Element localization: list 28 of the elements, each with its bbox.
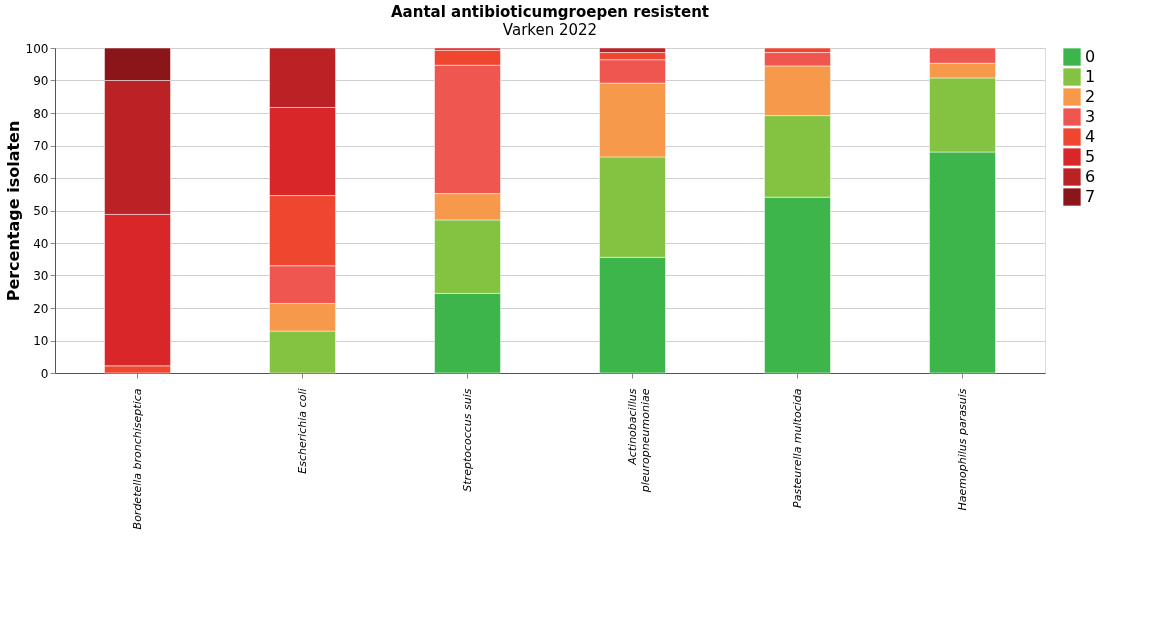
y-tick-label: 30 bbox=[33, 269, 49, 283]
y-axis-title: Percentage isolaten bbox=[3, 120, 23, 302]
x-tick-label: Streptococcus suis bbox=[460, 388, 474, 492]
y-tick-label: 50 bbox=[33, 204, 49, 218]
legend-label: 4 bbox=[1085, 127, 1096, 146]
x-tick-label: Escherichia coli bbox=[295, 388, 309, 474]
x-tick-label: Bordetella bronchiseptica bbox=[130, 388, 144, 530]
chart-subtitle: Varken 2022 bbox=[502, 21, 598, 39]
y-tick-label: 80 bbox=[33, 106, 49, 121]
y-tick-label: 90 bbox=[33, 74, 49, 88]
legend-label: 2 bbox=[1085, 87, 1096, 106]
y-tick-label: 100 bbox=[25, 41, 49, 56]
x-tick-label: Actinobacillus pleuropneumoniae bbox=[625, 388, 652, 494]
y-tick-label: 70 bbox=[33, 139, 49, 153]
legend-label: 5 bbox=[1085, 147, 1096, 166]
x-tick-label: Haemophilus parasuis bbox=[955, 388, 969, 511]
legend-label: 7 bbox=[1085, 187, 1096, 206]
chart-title: Aantal antibioticumgroepen resistent bbox=[390, 3, 710, 21]
y-tick-label: 0 bbox=[40, 366, 49, 381]
legend-label: 0 bbox=[1085, 47, 1096, 66]
y-tick-label: 10 bbox=[33, 334, 49, 348]
y-tick-label: 40 bbox=[33, 236, 49, 251]
legend-label: 6 bbox=[1085, 167, 1096, 186]
x-tick-label: Pasteurella multocida bbox=[790, 388, 804, 508]
y-tick-label: 20 bbox=[33, 301, 49, 316]
legend-label: 1 bbox=[1085, 67, 1096, 86]
y-tick-label: 60 bbox=[33, 171, 49, 186]
legend-label: 3 bbox=[1085, 107, 1096, 126]
